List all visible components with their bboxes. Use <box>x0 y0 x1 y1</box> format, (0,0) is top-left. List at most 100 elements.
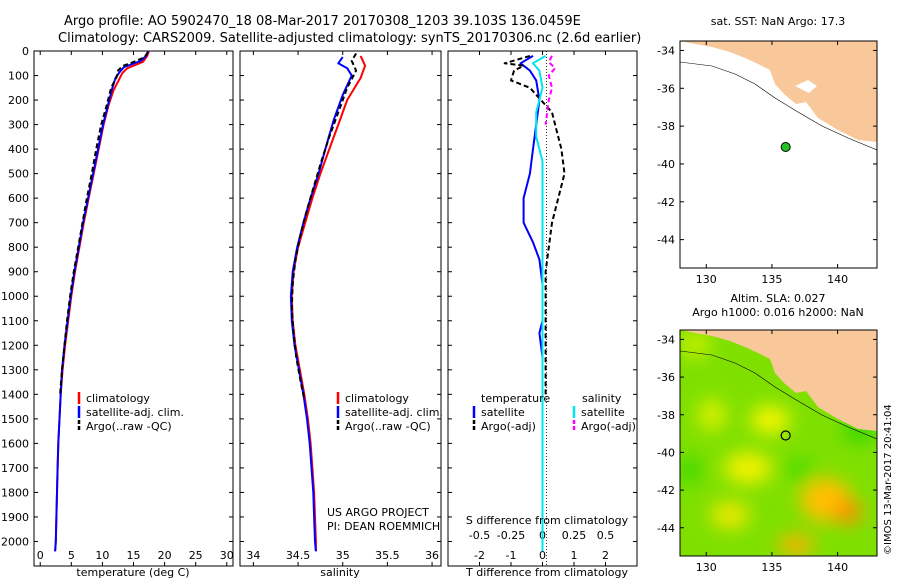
float-position-marker <box>780 430 791 441</box>
salinity-axes-frame <box>239 50 442 567</box>
map-y-tick-label: -42 <box>657 196 675 209</box>
sla-map-subtitle: Argo h1000: 0.016 h2000: NaN <box>692 306 864 319</box>
sla-high-anomaly <box>750 406 790 434</box>
x-tick-label: 10 <box>95 549 109 562</box>
temperature-panel: 0 100 200 300 400 500 600 700 800 900 1000 1100 1200… <box>1 45 234 579</box>
header-line-1: Argo profile: AO 5902470_18 08-Mar-2017 … <box>64 14 581 29</box>
legend-label-climatology: climatology <box>345 392 409 405</box>
x-tick-label: 25 <box>189 549 203 562</box>
difference-panel: -2 -1 0 1 2 -0.5 -0.25 0 0.25 0.5 T difference f… <box>447 50 638 579</box>
x2-tick-label: -0.5 <box>469 529 490 542</box>
x-tick-label: 34.5 <box>286 549 311 562</box>
temperature-xlabel: temperature (deg C) <box>76 566 189 579</box>
sla-high-anomaly <box>834 500 862 524</box>
legend-label-s-satellite: satellite <box>581 406 625 419</box>
legend-label-t-satellite: satellite <box>481 406 525 419</box>
float-position-marker <box>780 141 791 152</box>
salinity-legend: climatology satellite-adj. clim. Argo(..… <box>336 392 443 433</box>
x2-tick-label: 0.25 <box>562 529 587 542</box>
sst-map-panel: sat. SST: NaN Argo: 17.3 130 135 140 -34 -36… <box>657 15 878 286</box>
salinity-difference-x-axis: -0.5 -0.25 0 0.25 0.5 <box>469 529 614 542</box>
sst-map-axes: 130 135 140 -34 -36 -38 -40 -42 -44 <box>657 41 877 286</box>
sst-map-frame <box>679 40 878 269</box>
depth-tick-label: 1600 <box>1 437 29 450</box>
depth-tick-label: 500 <box>8 168 29 181</box>
legend-label-t-argo: Argo(-adj) <box>481 420 536 433</box>
sla-map-panel: Altim. SLA: 0.027 Argo h1000: 0.016 h200… <box>657 292 878 574</box>
sla-low-anomaly <box>680 456 702 484</box>
series-line-argo-raw-qc <box>290 52 358 400</box>
x-tick-label: 0 <box>539 549 546 562</box>
shelf-contour <box>680 61 877 151</box>
map-y-tick-label: -38 <box>657 409 675 422</box>
legend-label-climatology: climatology <box>86 392 150 405</box>
kangaroo-island-gap <box>795 80 817 93</box>
difference-x-axis: -2 -1 0 1 2 <box>448 50 637 566</box>
salinity-x-axis: 34 34.5 35 35.5 36 <box>240 50 441 566</box>
x2-tick-label: 0.5 <box>597 529 615 542</box>
series-line-satellite <box>532 55 547 552</box>
shelf-contour <box>680 350 877 440</box>
depth-tick-label: 300 <box>8 119 29 132</box>
map-y-tick-label: -44 <box>657 522 675 535</box>
depth-tick-label: 1000 <box>1 290 29 303</box>
x-tick-label: 0 <box>37 549 44 562</box>
depth-tick-label: 1400 <box>1 388 29 401</box>
depth-tick-label: 400 <box>8 143 29 156</box>
depth-axis: 0 100 200 300 400 500 600 700 800 900 1000 1100 1200… <box>1 45 29 548</box>
depth-tick-label: 200 <box>8 94 29 107</box>
series-line-argo-adj <box>503 54 566 395</box>
depth-tick-label: 700 <box>8 217 29 230</box>
depth-tick-label: 1200 <box>1 339 29 352</box>
sla-map-title: Altim. SLA: 0.027 <box>730 292 825 305</box>
sla-map-frame <box>679 329 878 557</box>
map-x-tick-label: 135 <box>761 561 782 574</box>
sla-high-anomaly <box>778 535 814 555</box>
map-x-tick-label: 140 <box>827 273 848 286</box>
x-tick-label: 36 <box>425 549 439 562</box>
australia-land <box>680 330 877 431</box>
x-tick-label: -2 <box>474 549 485 562</box>
sla-map-field <box>680 330 877 556</box>
credit-project: US ARGO PROJECT <box>327 506 429 519</box>
x-tick-label: 34 <box>246 549 260 562</box>
difference-series <box>503 54 566 552</box>
map-y-tick-label: -40 <box>657 158 675 171</box>
sla-map-axes: 130 135 140 -34 -36 -38 -40 -42 -44 <box>657 330 877 574</box>
map-y-tick-label: -42 <box>657 484 675 497</box>
depth-tick-label: 100 <box>8 70 29 83</box>
salinity-panel: 34 34.5 35 35.5 36 salinity climatology sate… <box>239 50 443 579</box>
legend-label-satellite: satellite-adj. clim. <box>86 406 184 419</box>
sla-anomaly-blobs <box>680 333 877 555</box>
map-y-tick-label: -34 <box>657 333 675 346</box>
temperature-series <box>54 51 150 552</box>
legend-label-satellite: satellite-adj. clim. <box>345 406 443 419</box>
sla-high-anomaly <box>680 333 711 357</box>
difference-xlabel-2: S difference from climatology <box>466 514 629 527</box>
depth-tick-label: 800 <box>8 241 29 254</box>
map-y-tick-label: -44 <box>657 234 675 247</box>
salinity-series <box>289 52 367 552</box>
map-y-tick-label: -38 <box>657 120 675 133</box>
sla-high-anomaly <box>698 399 726 431</box>
sla-high-anomaly <box>710 501 750 529</box>
difference-xlabel: T difference from climatology <box>465 566 628 579</box>
depth-tick-label: 1100 <box>1 315 29 328</box>
x-tick-label: 15 <box>127 549 141 562</box>
depth-tick-label: 600 <box>8 192 29 205</box>
legend-heading-salinity: salinity <box>582 392 622 405</box>
x-tick-label: 35 <box>336 549 350 562</box>
sst-map-land-layer <box>680 41 877 151</box>
series-line-argo-adj <box>544 55 557 125</box>
x-tick-label: 5 <box>68 549 75 562</box>
map-y-tick-label: -40 <box>657 446 675 459</box>
sla-high-anomaly <box>724 452 772 484</box>
depth-tick-label: 1500 <box>1 413 29 426</box>
australia-land <box>680 41 877 142</box>
temperature-x-axis: 0 5 10 15 20 25 30 <box>34 50 234 566</box>
depth-tick-label: 900 <box>8 266 29 279</box>
map-x-tick-label: 130 <box>696 273 717 286</box>
sst-map-title: sat. SST: NaN Argo: 17.3 <box>711 15 845 28</box>
map-x-tick-label: 130 <box>696 561 717 574</box>
